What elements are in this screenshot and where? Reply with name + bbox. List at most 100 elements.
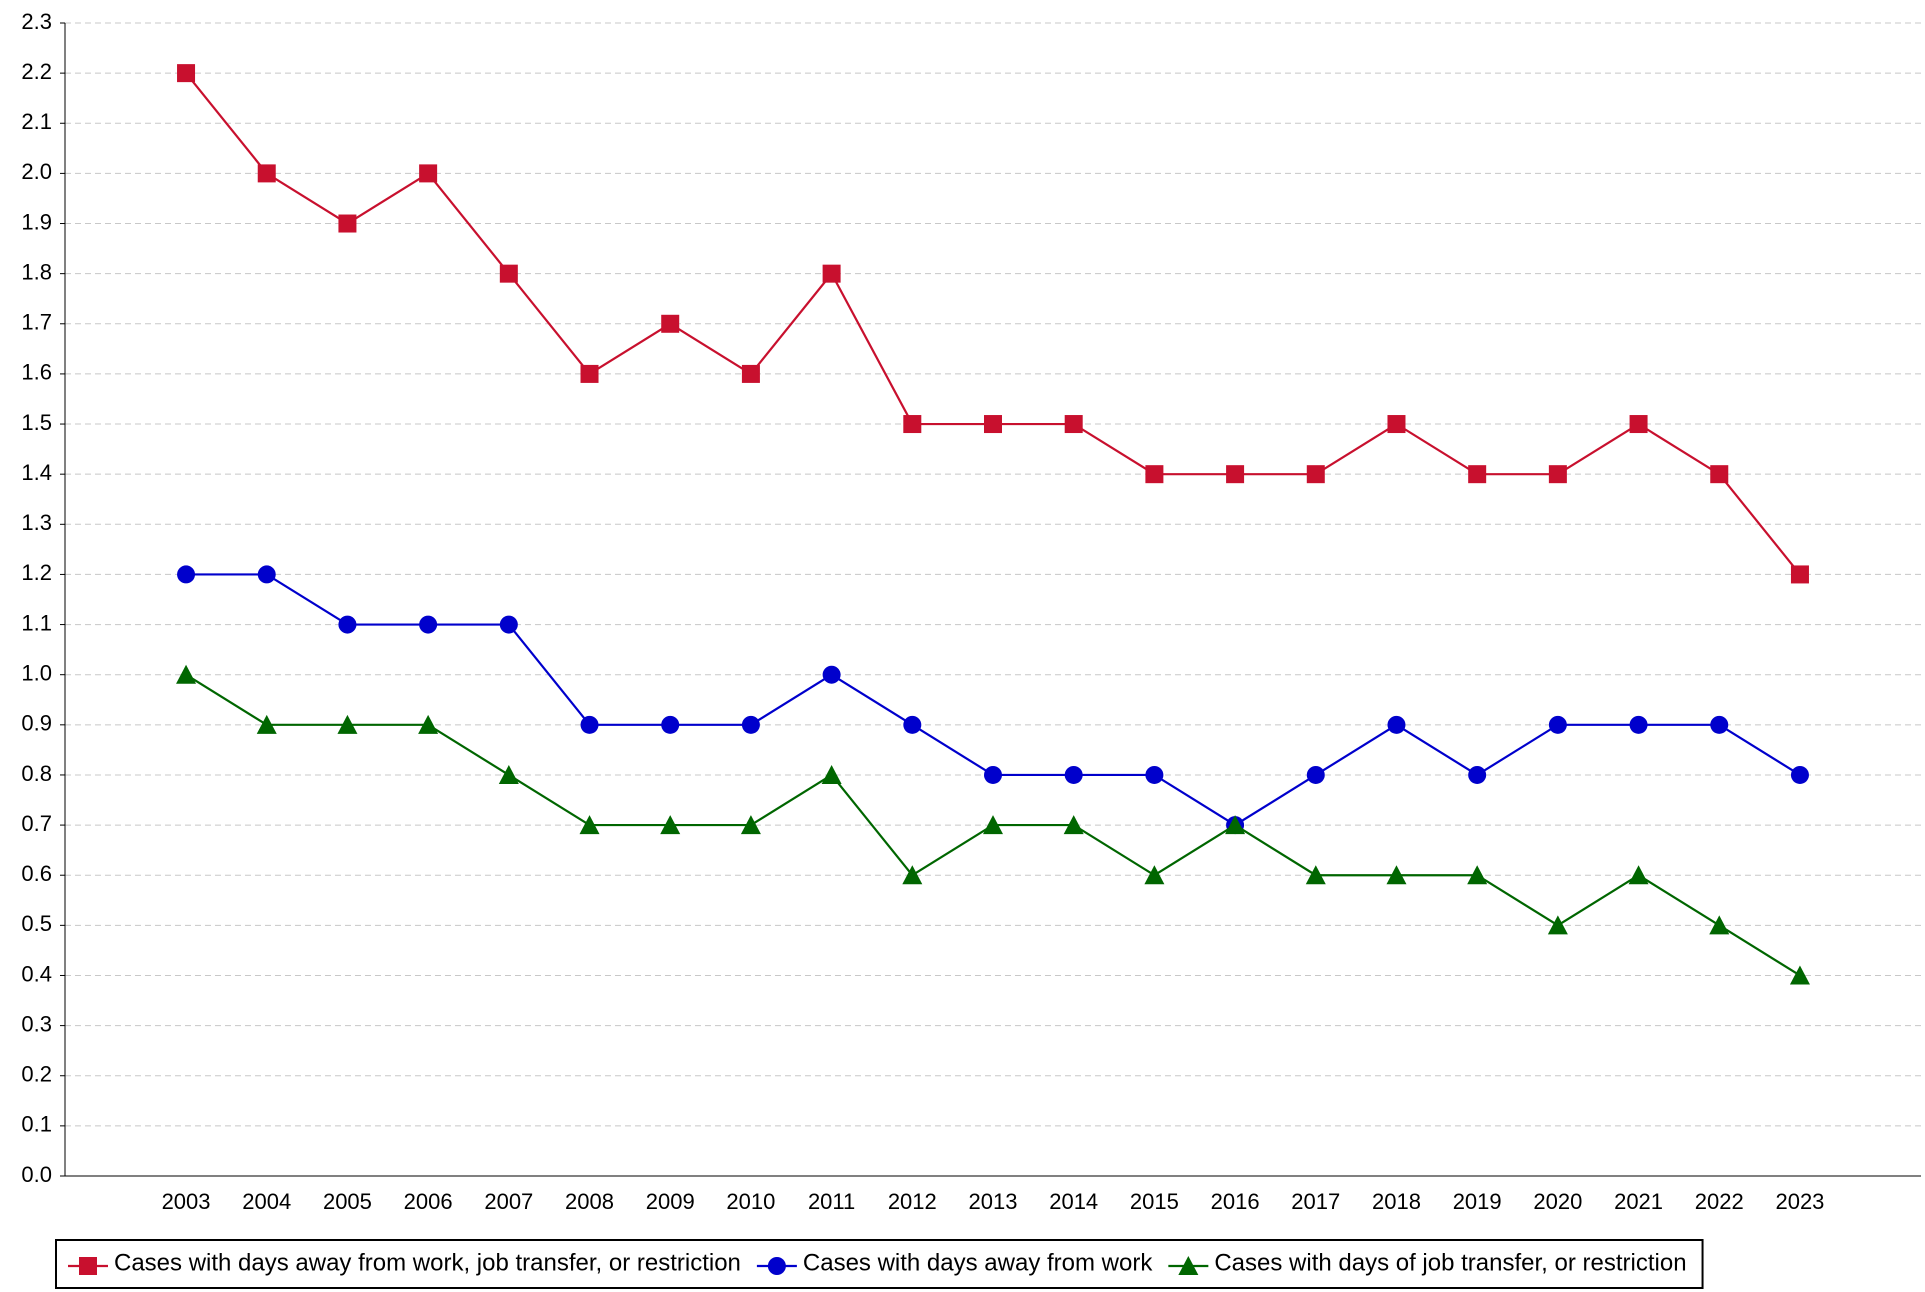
data-point [821, 764, 842, 784]
y-tick-label: 1.2 [21, 560, 52, 585]
x-tick-label: 2006 [404, 1189, 453, 1214]
data-point [419, 615, 438, 634]
legend: Cases with days away from work, job tran… [55, 1239, 1704, 1289]
data-point [1226, 465, 1245, 484]
y-tick-label: 0.3 [21, 1011, 52, 1036]
legend-label: Cases with days away from work [803, 1249, 1153, 1276]
data-point [579, 815, 600, 835]
data-point [1709, 915, 1730, 935]
data-point [1629, 415, 1648, 434]
y-tick-label: 0.6 [21, 861, 52, 886]
data-point [1467, 865, 1488, 885]
data-point [338, 214, 357, 233]
data-point [1064, 415, 1083, 434]
y-tick-label: 0.9 [21, 711, 52, 736]
y-tick-label: 1.8 [21, 259, 52, 284]
data-point [902, 865, 923, 885]
y-tick-label: 1.5 [21, 410, 52, 435]
y-tick-label: 1.0 [21, 661, 52, 686]
data-point [661, 715, 680, 734]
series-line [186, 573, 1801, 827]
data-point [984, 415, 1002, 434]
data-point [177, 565, 196, 584]
data-point [984, 765, 1002, 784]
x-tick-label: 2015 [1130, 1189, 1179, 1214]
data-point [419, 164, 438, 183]
x-tick-label: 2012 [888, 1189, 937, 1214]
x-tick-label: 2019 [1453, 1189, 1502, 1214]
data-point [903, 715, 922, 734]
data-point [256, 714, 277, 734]
data-point [177, 64, 196, 83]
x-tick-label: 2018 [1372, 1189, 1421, 1214]
x-tick-label: 2011 [808, 1189, 855, 1214]
x-tick-label: 2003 [162, 1189, 211, 1214]
data-point [337, 714, 358, 734]
y-tick-label: 0.5 [21, 911, 52, 936]
x-tick-label: 2009 [646, 1189, 695, 1214]
legend-marker [767, 1257, 786, 1275]
y-tick-label: 2.0 [21, 159, 52, 184]
y-tick-label: 1.1 [21, 610, 52, 635]
x-tick-label: 2010 [726, 1189, 775, 1214]
data-point [1547, 915, 1568, 935]
data-point [740, 815, 761, 835]
data-point [580, 715, 599, 734]
x-tick-label: 2004 [242, 1189, 291, 1214]
data-point [1387, 715, 1406, 734]
y-tick-label: 1.9 [21, 209, 52, 234]
data-point [1306, 765, 1325, 784]
data-point [1145, 465, 1164, 484]
data-point [1548, 715, 1567, 734]
data-point [176, 664, 197, 684]
legend-marker [1178, 1256, 1199, 1275]
data-point [257, 565, 276, 584]
y-tick-label: 0.7 [21, 811, 52, 836]
data-point [661, 314, 680, 333]
y-tick-label: 2.2 [21, 59, 52, 84]
y-tick-label: 0.1 [21, 1112, 52, 1137]
data-point [1386, 865, 1407, 885]
legend-marker [79, 1257, 97, 1275]
data-point [1548, 465, 1567, 484]
data-point [1305, 865, 1326, 885]
data-point [822, 665, 841, 684]
y-tick-label: 2.1 [21, 109, 52, 134]
x-tick-label: 2005 [323, 1189, 372, 1214]
data-point [1145, 765, 1164, 784]
data-point [1628, 865, 1649, 885]
y-tick-label: 0.4 [21, 961, 52, 986]
data-point [660, 815, 681, 835]
data-point [257, 164, 276, 183]
data-point [1306, 465, 1325, 484]
data-point [580, 364, 599, 383]
data-point [1225, 815, 1246, 835]
y-tick-label: 0.8 [21, 761, 52, 786]
data-point [1789, 965, 1810, 985]
data-point [499, 615, 518, 634]
data-point [1064, 765, 1083, 784]
x-tick-label: 2021 [1614, 1189, 1663, 1214]
data-point [1468, 465, 1487, 484]
y-tick-label: 1.7 [21, 310, 52, 335]
y-tick-label: 0.2 [21, 1062, 52, 1087]
x-tick-label: 2014 [1049, 1189, 1098, 1214]
y-tick-label: 1.6 [21, 360, 52, 385]
legend-label: Cases with days of job transfer, or rest… [1214, 1249, 1686, 1276]
x-tick-label: 2017 [1291, 1189, 1340, 1214]
y-tick-label: 1.3 [21, 510, 52, 535]
x-tick-label: 2016 [1211, 1189, 1260, 1214]
data-point [822, 264, 841, 283]
data-point [1468, 765, 1487, 784]
y-tick-label: 1.4 [21, 460, 52, 485]
x-tick-label: 2013 [969, 1189, 1018, 1214]
data-point [1790, 765, 1809, 784]
data-point [1710, 715, 1729, 734]
x-tick-label: 2023 [1775, 1189, 1824, 1214]
data-point [1144, 865, 1165, 885]
x-tick-label: 2008 [565, 1189, 614, 1214]
data-point [741, 715, 760, 734]
data-point [418, 714, 439, 734]
